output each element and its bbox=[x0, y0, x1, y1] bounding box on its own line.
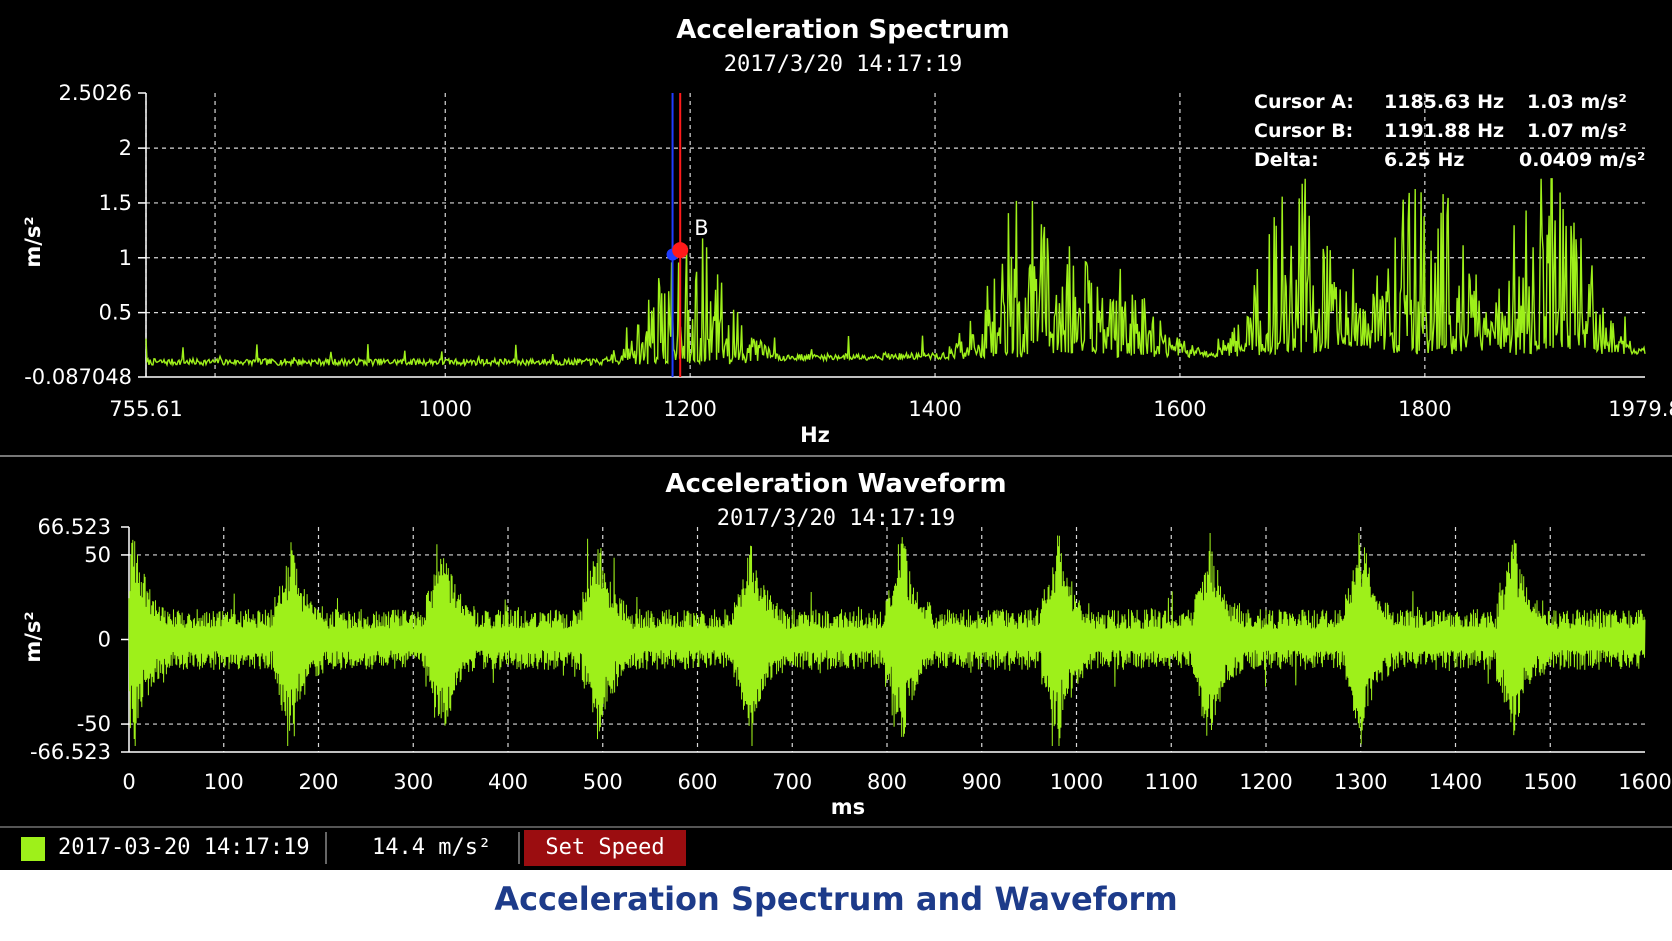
spectrum-series-line bbox=[145, 178, 1646, 368]
waveform-y-ticks: 66.523 50 0 -50 -66.523 bbox=[30, 515, 111, 764]
waveform-x-tick-label: 100 bbox=[204, 770, 244, 794]
waveform-y-tick-label: -66.523 bbox=[30, 740, 111, 764]
waveform-x-tick-label: 300 bbox=[393, 770, 433, 794]
spectrum-timestamp: 2017/3/20 14:17:19 bbox=[724, 52, 962, 77]
waveform-series-line bbox=[128, 532, 1646, 747]
waveform-y-tick-label: -50 bbox=[77, 712, 111, 736]
spectrum-x-ticks: 755.61 1000 1200 1400 1600 1800 1979.8 bbox=[109, 397, 1672, 421]
spectrum-y-tick-label: -0.087048 bbox=[24, 365, 132, 389]
spectrum-y-tick-label: 1 bbox=[119, 246, 132, 270]
legend-timestamp[interactable]: 2017-03-20 14:17:19 bbox=[58, 835, 310, 860]
spectrum-y-tick-label: 2 bbox=[119, 136, 132, 160]
figure-caption: Acceleration Spectrum and Waveform bbox=[494, 880, 1178, 918]
legend-swatch bbox=[21, 837, 45, 861]
cursor-b-tag: B bbox=[694, 216, 708, 240]
spectrum-x-tick-label: 1800 bbox=[1398, 397, 1451, 421]
waveform-x-tick-label: 0 bbox=[122, 770, 135, 794]
status-divider bbox=[325, 832, 327, 864]
cursor-a-amp: 1.03 m/s² bbox=[1527, 91, 1627, 113]
waveform-x-tick-label: 800 bbox=[867, 770, 907, 794]
waveform-y-tick-label: 66.523 bbox=[38, 515, 111, 539]
cursor-b-marker[interactable] bbox=[672, 242, 689, 259]
waveform-x-tick-label: 400 bbox=[488, 770, 528, 794]
waveform-x-tick-label: 1400 bbox=[1429, 770, 1482, 794]
cursor-a-freq: 1185.63 Hz bbox=[1384, 91, 1504, 113]
spectrum-y-tick-label: 0.5 bbox=[99, 301, 132, 325]
waveform-x-tick-label: 1600 bbox=[1618, 770, 1671, 794]
waveform-x-ticks: 0 100 200 300 400 500 600 700 800 900 1000 1100 1200… bbox=[122, 770, 1671, 794]
spectrum-title: Acceleration Spectrum bbox=[676, 15, 1010, 45]
waveform-y-tick-label: 0 bbox=[98, 628, 111, 652]
cursor-readout: Cursor A: 1185.63 Hz 1.03 m/s² Cursor B:… bbox=[1254, 91, 1645, 171]
spectrum-x-tick-label: 1979.8 bbox=[1608, 397, 1672, 421]
spectrum-x-tick-label: 1200 bbox=[663, 397, 716, 421]
waveform-x-tick-label: 700 bbox=[772, 770, 812, 794]
delta-freq: 6.25 Hz bbox=[1384, 149, 1464, 171]
cursor-a-label: Cursor A: bbox=[1254, 91, 1354, 113]
waveform-panel: Acceleration Waveform 2017/3/20 14:17:19… bbox=[21, 469, 1672, 819]
rms-value: 14.4 m/s² bbox=[372, 835, 492, 860]
cursor-b-label: Cursor B: bbox=[1254, 120, 1353, 142]
cursor-b-amp: 1.07 m/s² bbox=[1527, 120, 1627, 142]
delta-amp: 0.0409 m/s² bbox=[1519, 149, 1645, 171]
spectrum-x-tick-label: 1400 bbox=[908, 397, 961, 421]
waveform-x-tick-label: 900 bbox=[962, 770, 1002, 794]
waveform-xlabel: ms bbox=[831, 795, 865, 819]
spectrum-panel: Acceleration Spectrum 2017/3/20 14:17:19… bbox=[21, 15, 1672, 447]
waveform-timestamp: 2017/3/20 14:17:19 bbox=[717, 506, 955, 531]
cursor-b-freq: 1191.88 Hz bbox=[1384, 120, 1504, 142]
spectrum-y-ticks: 2.5026 2 1.5 1 0.5 -0.087048 bbox=[24, 81, 132, 389]
spectrum-y-tick-label: 2.5026 bbox=[59, 81, 132, 105]
status-bar: 2017-03-20 14:17:19 14.4 m/s² Set Speed bbox=[0, 826, 1672, 868]
waveform-x-tick-label: 1500 bbox=[1524, 770, 1577, 794]
spectrum-xlabel: Hz bbox=[800, 423, 830, 447]
waveform-y-tick-label: 50 bbox=[84, 543, 111, 567]
waveform-x-tick-label: 1000 bbox=[1050, 770, 1103, 794]
status-divider bbox=[518, 832, 520, 864]
waveform-x-tick-label: 1300 bbox=[1334, 770, 1387, 794]
spectrum-x-tick-label: 1600 bbox=[1153, 397, 1206, 421]
waveform-ylabel: m/s² bbox=[21, 611, 45, 662]
waveform-title: Acceleration Waveform bbox=[665, 469, 1006, 499]
spectrum-x-tick-label: 755.61 bbox=[109, 397, 182, 421]
plots-canvas: Acceleration Spectrum 2017/3/20 14:17:19… bbox=[0, 15, 1672, 819]
waveform-x-tick-label: 200 bbox=[298, 770, 338, 794]
waveform-x-tick-label: 1100 bbox=[1145, 770, 1198, 794]
delta-label: Delta: bbox=[1254, 149, 1319, 171]
spectrum-cursors[interactable] bbox=[666, 93, 689, 377]
set-speed-button[interactable]: Set Speed bbox=[524, 830, 686, 866]
spectrum-y-tick-label: 1.5 bbox=[99, 191, 132, 215]
waveform-x-tick-label: 500 bbox=[583, 770, 623, 794]
spectrum-ylabel: m/s² bbox=[21, 216, 45, 267]
waveform-x-tick-label: 600 bbox=[677, 770, 717, 794]
analyzer-window: Acceleration Spectrum 2017/3/20 14:17:19… bbox=[0, 0, 1672, 870]
waveform-x-tick-label: 1200 bbox=[1239, 770, 1292, 794]
spectrum-x-tick-label: 1000 bbox=[419, 397, 472, 421]
